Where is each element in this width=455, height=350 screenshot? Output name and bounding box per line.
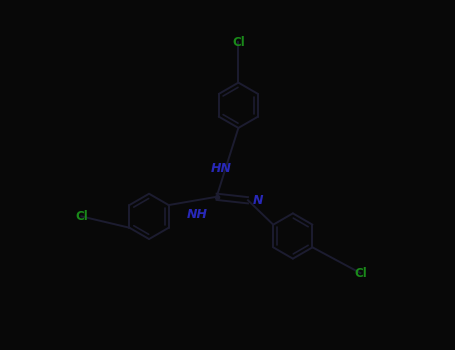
Text: NH: NH [187,208,207,221]
Text: HN: HN [211,162,232,175]
Text: Cl: Cl [75,210,88,223]
Text: Cl: Cl [232,36,245,49]
Text: N: N [253,194,263,207]
Text: Cl: Cl [354,267,367,280]
